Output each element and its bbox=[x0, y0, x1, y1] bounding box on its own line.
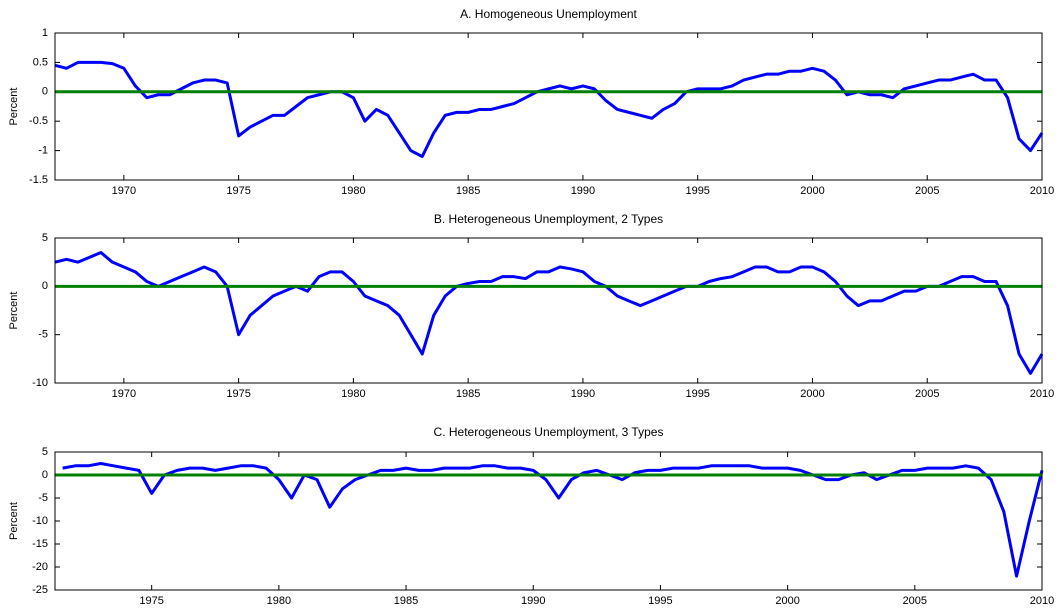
x-tick-label: 1985 bbox=[394, 595, 418, 607]
x-tick-label: 2005 bbox=[915, 185, 939, 197]
chart-title: A. Homogeneous Unemployment bbox=[460, 7, 637, 21]
x-tick-label: 2000 bbox=[800, 388, 824, 400]
x-tick-label: 1970 bbox=[112, 388, 136, 400]
x-tick-label: 1995 bbox=[685, 388, 709, 400]
y-tick-label: 1 bbox=[42, 27, 48, 39]
y-axis-label: Percent bbox=[8, 292, 20, 330]
x-tick-label: 1980 bbox=[341, 388, 365, 400]
y-tick-label: -25 bbox=[32, 584, 48, 596]
chart-title: C. Heterogeneous Unemployment, 3 Types bbox=[434, 425, 664, 439]
data-line bbox=[54, 60, 1044, 158]
x-tick-label: 2000 bbox=[775, 595, 799, 607]
data-line bbox=[62, 462, 1044, 578]
y-tick-label: 5 bbox=[42, 446, 48, 458]
x-tick-label: 2010 bbox=[1030, 595, 1054, 607]
x-tick-label: 1995 bbox=[685, 185, 709, 197]
plot-frame bbox=[54, 451, 1043, 591]
y-tick-label: -1.5 bbox=[29, 174, 48, 186]
x-tick-label: 1990 bbox=[571, 388, 595, 400]
plot-frame bbox=[54, 237, 1043, 384]
x-tick-label: 1970 bbox=[112, 185, 136, 197]
x-tick-label: 1975 bbox=[226, 388, 250, 400]
y-tick-label: -15 bbox=[32, 538, 48, 550]
x-tick-label: 1975 bbox=[139, 595, 163, 607]
y-tick-label: 0 bbox=[42, 86, 48, 98]
x-tick-label: 1995 bbox=[648, 595, 672, 607]
data-line bbox=[54, 251, 1044, 375]
y-axis-label: Percent bbox=[8, 502, 20, 540]
x-tick-label: 1980 bbox=[341, 185, 365, 197]
y-tick-label: -0.5 bbox=[29, 115, 48, 127]
y-tick-label: -1 bbox=[38, 145, 48, 157]
x-tick-label: 2000 bbox=[800, 185, 824, 197]
y-tick-label: -5 bbox=[38, 329, 48, 341]
y-tick-label: -10 bbox=[32, 377, 48, 389]
plot-frame bbox=[54, 32, 1043, 181]
x-tick-label: 2005 bbox=[903, 595, 927, 607]
y-tick-label: 0.5 bbox=[33, 56, 48, 68]
y-tick-label: -20 bbox=[32, 561, 48, 573]
x-tick-label: 1990 bbox=[521, 595, 545, 607]
x-tick-label: 2010 bbox=[1030, 388, 1054, 400]
chart-title: B. Heterogeneous Unemployment, 2 Types bbox=[434, 212, 663, 226]
x-tick-label: 2005 bbox=[915, 388, 939, 400]
x-tick-label: 1975 bbox=[226, 185, 250, 197]
y-tick-label: -5 bbox=[38, 492, 48, 504]
y-tick-label: 5 bbox=[42, 232, 48, 244]
y-tick-label: 0 bbox=[42, 280, 48, 292]
y-tick-label: -10 bbox=[32, 515, 48, 527]
x-tick-label: 1990 bbox=[571, 185, 595, 197]
x-tick-label: 1980 bbox=[267, 595, 291, 607]
x-tick-label: 1985 bbox=[456, 185, 480, 197]
x-tick-label: 1985 bbox=[456, 388, 480, 400]
y-axis-label: Percent bbox=[8, 88, 20, 126]
y-tick-label: 0 bbox=[42, 469, 48, 481]
x-tick-label: 2010 bbox=[1030, 185, 1054, 197]
